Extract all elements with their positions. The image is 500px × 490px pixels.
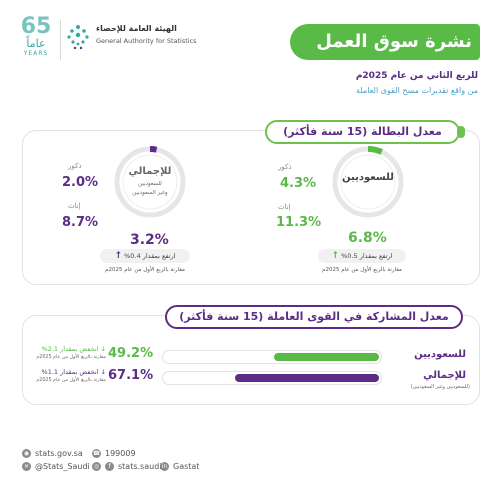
participation-total-sub: (للسعوديين وغير السعوديين) (410, 384, 470, 390)
total-ring-sub1: للسعوديين (138, 181, 162, 187)
heading-accent (457, 126, 465, 138)
participation-heading-pill (165, 305, 463, 329)
participation-total-bar (162, 371, 382, 385)
instagram-icon: ◎ (92, 462, 101, 471)
total-ring-arc (114, 146, 186, 218)
total-ring-inner (122, 154, 178, 210)
arrow-up-icon: ↑ (331, 251, 340, 261)
unemployment-panel (22, 130, 480, 285)
saudi-ring-inner (340, 154, 396, 210)
total-ring-label: للإجمالي (128, 166, 172, 177)
footer-phone-text: 199009 (105, 449, 136, 458)
participation-heading: معدل المشاركة في القوى العاملة (15 سنة ف… (179, 310, 449, 323)
saudi-female-label: إناث (278, 203, 291, 211)
org-name-english: General Authority for Statistics (96, 37, 197, 45)
gastat-logo-icon (67, 25, 89, 50)
participation-total-fill (235, 374, 379, 382)
unemployment-heading: معدل البطالة (15 سنة فأكثر) (283, 125, 442, 138)
participation-total-label: للإجمالي (423, 370, 466, 381)
total-male-label: ذكور (68, 162, 82, 170)
total-change-box: ارتفع بمقدار 0.4% ↑ (100, 249, 190, 263)
total-male-value: 2.0% (62, 175, 99, 190)
arrow-down-icon: ↓ (100, 368, 106, 376)
participation-saudi-change: ↓ انخفض بمقدار 2.1% (32, 345, 106, 353)
anniversary-logo: 65 عاماً YEARS (18, 14, 54, 58)
saudi-compare-note: مقارنة بالربع الأول من عام 2025م (322, 267, 402, 273)
participation-saudi-bar (162, 350, 382, 364)
linkedin-icon: in (160, 462, 169, 471)
total-female-label: إناث (68, 202, 81, 210)
saudi-ring-arc (332, 146, 404, 218)
participation-total-compare: مقارنة بالربع الأول من عام 2025م (36, 378, 106, 383)
footer-phone[interactable]: ☎ 199009 (92, 449, 136, 458)
saudi-unemployment-rate: 6.8% (348, 230, 387, 246)
participation-total-change: ↓ انخفض بمقدار 1.1% (32, 368, 106, 376)
saudi-ring-label: للسعوديين (342, 172, 394, 183)
footer-website-text: stats.gov.sa (35, 449, 83, 458)
page-title: نشرة سوق العمل (316, 31, 472, 52)
footer-x-account[interactable]: ✕ @Stats_Saudi (22, 462, 90, 471)
total-unemployment-rate: 3.2% (130, 232, 169, 248)
anniversary-years: YEARS (23, 50, 49, 57)
saudi-unemployment-ring (332, 146, 404, 218)
participation-saudi-value: 49.2% (108, 346, 154, 361)
footer-website[interactable]: ◉ stats.gov.sa (22, 449, 83, 458)
total-female-value: 8.7% (62, 215, 99, 230)
total-compare-note: مقارنة بالربع الأول من عام 2025م (105, 267, 185, 273)
arrow-up-icon: ↑ (114, 251, 123, 261)
org-name-arabic: الهيئة العامة للإحصاء (96, 24, 177, 33)
total-ring-sub2: وغير السعوديين (132, 190, 168, 196)
period-subtitle: للربع الثاني من عام 2025م (355, 71, 478, 81)
globe-icon: ◉ (22, 449, 31, 458)
source-subtitle: من واقع تقديرات مسح القوى العاملة (356, 86, 478, 95)
header-divider (60, 20, 61, 60)
participation-saudi-fill (273, 353, 379, 361)
anniversary-number: 65 (20, 14, 52, 39)
saudi-male-label: ذكور (278, 163, 292, 171)
saudi-female-value: 11.3% (276, 215, 322, 230)
total-change-text: ارتفع بمقدار 0.4% (124, 252, 176, 260)
title-banner (290, 24, 480, 60)
total-unemployment-ring (114, 146, 186, 218)
saudi-male-value: 4.3% (280, 176, 317, 191)
participation-saudi-compare: مقارنة بالربع الأول من عام 2025م (36, 355, 106, 360)
saudi-change-box: ارتفع بمقدار 0.5% ↑ (318, 249, 406, 263)
footer-linkedin[interactable]: in Gastat (160, 462, 199, 471)
footer-linkedin-text: Gastat (173, 462, 200, 471)
participation-saudi-label: للسعوديين (414, 349, 466, 360)
anniversary-arabic: عاماً (26, 37, 46, 50)
unemployment-heading-pill (265, 120, 460, 144)
footer-x-text: @Stats_Saudi (35, 462, 90, 471)
participation-total-value: 67.1% (108, 368, 154, 383)
saudi-change-text: ارتفع بمقدار 0.5% (341, 252, 393, 260)
participation-saudi-change-text: انخفض بمقدار 2.1% (41, 345, 99, 353)
phone-icon: ☎ (92, 449, 101, 458)
arrow-down-icon: ↓ (100, 345, 106, 353)
x-icon: ✕ (22, 462, 31, 471)
footer-instagram-text: stats.saudi (118, 462, 162, 471)
facebook-icon: f (105, 462, 114, 471)
participation-total-change-text: انخفض بمقدار 1.1% (41, 368, 99, 376)
footer-instagram[interactable]: ◎ f stats.saudi (92, 462, 162, 471)
